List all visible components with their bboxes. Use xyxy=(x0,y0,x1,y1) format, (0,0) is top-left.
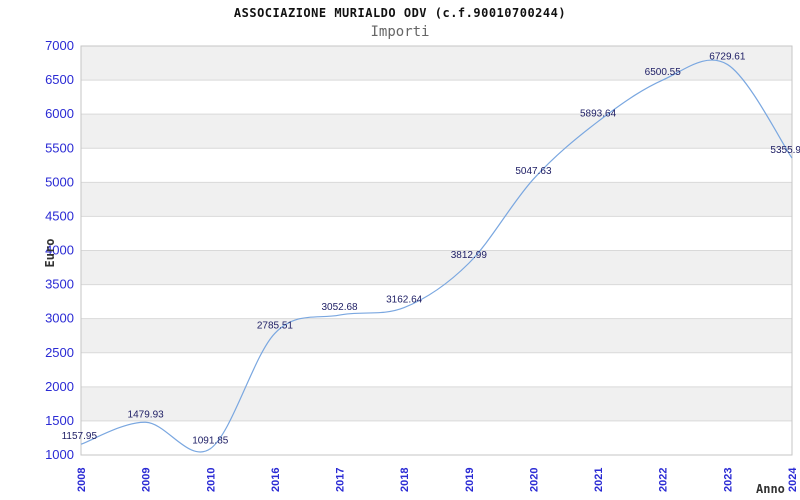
chart-title: ASSOCIAZIONE MURIALDO ODV (c.f.900107002… xyxy=(233,6,567,20)
plot-band xyxy=(81,318,792,353)
x-tick-label: 2016 xyxy=(270,468,282,492)
x-tick-label: 2017 xyxy=(335,468,347,492)
data-point-label: 5893.64 xyxy=(580,108,617,119)
y-tick-label: 6000 xyxy=(45,106,74,121)
data-point-label: 5047.63 xyxy=(515,166,552,177)
x-tick-label: 2008 xyxy=(76,468,88,492)
y-tick-label: 3000 xyxy=(45,311,74,326)
data-point-label: 2785.51 xyxy=(257,320,294,331)
plot-band xyxy=(81,46,792,81)
plot-band xyxy=(81,148,792,183)
x-tick-label: 2021 xyxy=(593,468,605,492)
data-point-label: 5355.9 xyxy=(770,145,800,156)
x-tick-label: 2009 xyxy=(141,468,153,492)
y-tick-label: 1000 xyxy=(45,447,74,462)
y-tick-label: 5000 xyxy=(45,174,74,189)
x-tick-label: 2019 xyxy=(464,468,476,492)
x-tick-label: 2018 xyxy=(399,468,411,492)
data-point-label: 6729.61 xyxy=(709,51,746,62)
data-point-label: 6500.55 xyxy=(645,67,682,78)
plot-band xyxy=(81,114,792,149)
series-line xyxy=(80,59,793,453)
x-axis-title: Anno xyxy=(756,482,785,496)
data-point-label: 1479.93 xyxy=(128,409,165,420)
plot-band xyxy=(81,80,792,115)
data-point-label: 3812.99 xyxy=(451,250,488,261)
y-tick-label: 6500 xyxy=(45,72,74,87)
y-tick-label: 4000 xyxy=(45,243,74,258)
plot-band xyxy=(81,386,792,421)
y-tick-label: 5500 xyxy=(45,140,74,155)
chart-subtitle: Importi xyxy=(370,24,430,40)
data-point-label: 1091.85 xyxy=(192,436,229,447)
y-tick-label: 2000 xyxy=(45,379,74,394)
x-tick-label: 2023 xyxy=(722,468,734,492)
plot-band xyxy=(81,352,792,387)
plot-band xyxy=(81,216,792,251)
x-tick-label: 2010 xyxy=(205,468,217,492)
y-tick-label: 1500 xyxy=(45,413,74,428)
y-tick-label: 2500 xyxy=(45,345,74,360)
data-point-label: 3052.68 xyxy=(321,302,358,313)
x-tick-label: 2020 xyxy=(528,468,540,492)
data-point-label: 3162.64 xyxy=(386,295,423,306)
y-tick-label: 4500 xyxy=(45,208,74,223)
y-tick-label: 7000 xyxy=(45,38,74,53)
plot-band xyxy=(81,250,792,285)
plot-band xyxy=(81,182,792,217)
y-axis-title: Euro xyxy=(43,238,57,268)
x-tick-label: 2022 xyxy=(658,468,670,492)
plot-band xyxy=(81,420,792,455)
x-tick-label: 2024 xyxy=(787,467,799,492)
plot-border xyxy=(80,45,793,456)
y-tick-label: 3500 xyxy=(45,277,74,292)
data-point-label: 1157.95 xyxy=(62,431,98,442)
